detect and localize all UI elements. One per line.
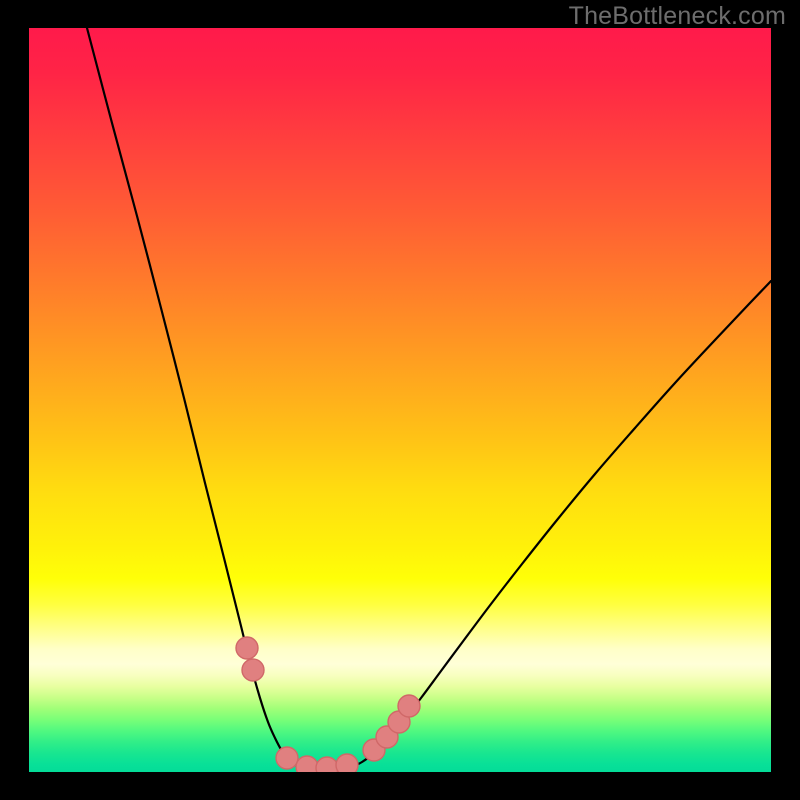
watermark-text: TheBottleneck.com: [569, 2, 786, 31]
data-marker: [336, 754, 358, 776]
data-marker: [276, 747, 298, 769]
bottleneck-curve-chart: [0, 0, 800, 800]
data-marker: [236, 637, 258, 659]
data-marker: [242, 659, 264, 681]
data-marker: [398, 695, 420, 717]
data-marker: [296, 756, 318, 778]
data-marker: [316, 757, 338, 779]
